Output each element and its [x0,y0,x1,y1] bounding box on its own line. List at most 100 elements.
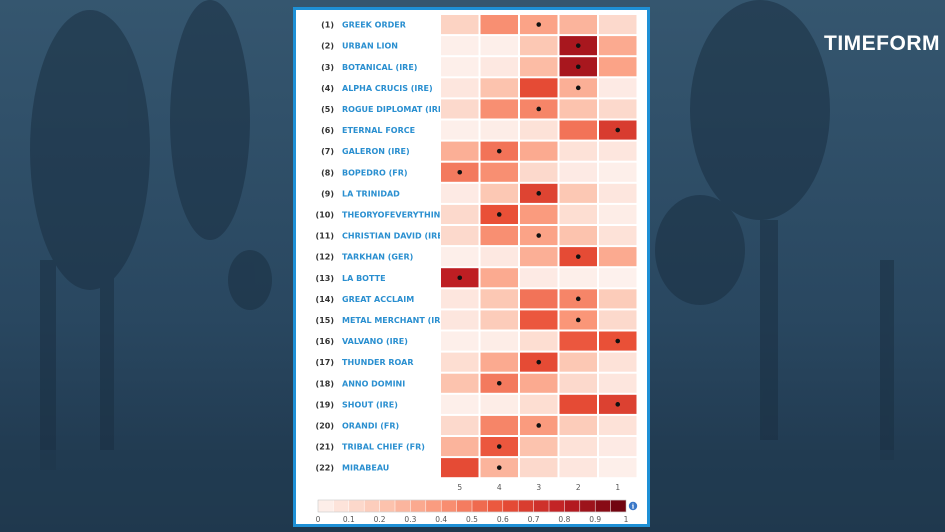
info-icon-glyph: i [632,503,635,511]
colorbar-segment [425,499,442,513]
row-number: (8) [321,168,334,177]
row-number: (21) [316,443,334,452]
colorbar-segment [533,499,550,513]
horse-name: ANNO DOMINI [342,379,405,388]
heat-cell [558,14,598,36]
heat-cell [598,98,638,120]
marker-dot [496,148,502,154]
marker-dot [536,233,542,238]
info-icon[interactable] [628,501,638,511]
marker-dot [457,275,463,281]
heat-cell [440,140,480,162]
colorbar-segment [456,499,473,513]
heat-cell [479,246,519,268]
heat-cell [558,203,598,225]
heatmap-panel: (1) GREEK ORDER (2) URBAN LION (3) BOTANICAL … [293,7,650,527]
heat-cell [558,267,598,289]
horse-name: BOTANICAL (IRE) [342,63,417,72]
horse-name: METAL MERCHANT (IRE) [342,316,450,325]
horse-name: TRIBAL CHIEF (FR) [342,443,425,452]
heat-cell [598,414,638,436]
colorbar-segment [410,499,427,513]
heat-cell [440,330,480,352]
heat-cell [558,414,598,436]
heat-cell [598,246,638,268]
heat-cell [440,436,480,458]
heat-cell [558,372,598,394]
heat-cell [479,77,519,99]
heat-cell [598,309,638,331]
heat-cell [598,140,638,162]
heat-cell [440,309,480,331]
colorbar-tick-label: 0.1 [343,515,355,524]
colorbar-tick-label: 0.6 [497,515,509,524]
colorbar-tick-label: 0.9 [589,515,601,524]
heat-cell [479,161,519,183]
colorbar-segment [363,499,381,513]
horse-name: BOPEDRO (FR) [342,168,408,177]
colorbar-segment [487,499,504,513]
heat-cell [558,98,598,120]
heat-cell [479,309,519,331]
horse-name: URBAN LION [342,42,398,51]
x-tick-label: 1 [615,483,620,492]
row-number: (4) [321,84,334,93]
heat-cell [519,35,559,57]
heat-cell [598,267,638,289]
heat-cell [440,246,480,268]
heat-cell [479,119,519,141]
marker-dot [615,127,621,133]
heat-cell [440,351,480,373]
heatmap-chart: (1) GREEK ORDER (2) URBAN LION (3) BOTANICAL … [316,14,638,524]
heat-cell [519,140,559,162]
row-number: (6) [321,126,334,135]
row-number: (18) [316,379,334,388]
heat-cell [479,14,519,36]
heat-cell [598,457,638,479]
heat-cell [440,288,480,310]
heat-cell [598,351,638,373]
marker-dot [575,254,581,259]
heat-cell [519,372,559,394]
horse-name: LA BOTTE [342,274,386,283]
heat-cell [479,414,519,436]
marker-dot [575,43,581,48]
row-number: (7) [321,147,334,156]
colorbar-tick-label: 0.5 [466,515,478,524]
row-number: (22) [316,464,334,473]
horse-name: SHOUT (IRE) [342,400,398,409]
colorbar-tick-label: 0.3 [404,515,416,524]
heat-cell [598,14,638,36]
heat-cell [519,203,559,225]
horse-name: ROGUE DIPLOMAT (IRE) [342,105,447,114]
heat-cell [519,161,559,183]
horse-name: VALVANO (IRE) [342,337,408,346]
colorbar-segment [517,499,535,513]
colorbar-segment [548,499,565,513]
marker-dot [615,338,621,344]
marker-dot [457,169,463,175]
heat-cell [440,225,480,247]
row-number: (12) [316,253,334,262]
heat-cell [440,14,480,36]
heat-cell [558,119,598,141]
heat-cell [519,246,559,268]
row-number: (5) [321,105,334,114]
heat-cell [479,56,519,78]
colorbar-segment [379,499,396,513]
marker-dot [615,402,621,407]
heat-cell [558,457,598,479]
marker-dot [575,317,581,323]
colorbar-frame [317,499,627,513]
heat-cell [440,393,480,415]
heat-cell [598,225,638,247]
heat-cell [479,351,519,373]
heat-cell [598,372,638,394]
horse-name: THEORYOFEVERYTHING [342,210,447,219]
heat-cell [558,393,598,415]
heat-cell [440,77,480,99]
heat-cell [440,203,480,225]
colorbar-segment [502,499,519,513]
heat-cell [479,35,519,57]
horse-name: GREAT ACCLAIM [342,295,414,304]
